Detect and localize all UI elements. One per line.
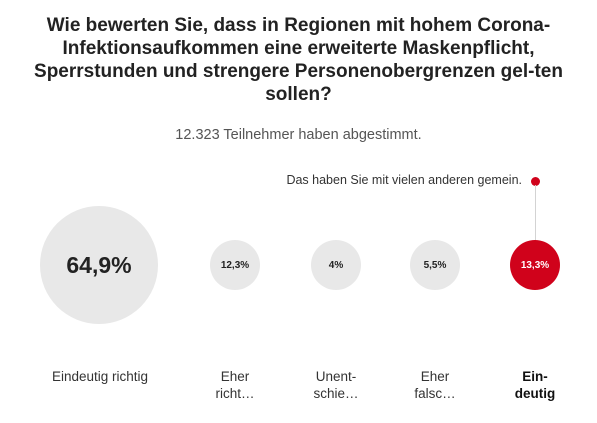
option-label-eindeutig-falsch[interactable]: Ein-deutig — [514, 369, 556, 401]
option-label-eher-falsch[interactable]: Eher falsc… — [414, 369, 456, 401]
option-label-eindeutig-richtig[interactable]: Eindeutig richtig — [51, 369, 149, 384]
result-bubble-eher-richtig: 12,3% — [210, 240, 260, 290]
result-bubble-eindeutig-falsch: 13,3% — [510, 240, 560, 290]
result-percent: 13,3% — [520, 259, 550, 271]
result-percent: 64,9% — [66, 251, 132, 278]
poll-question: Wie bewerten Sie, dass in Regionen mit h… — [34, 15, 563, 105]
result-bubble-eindeutig-richtig: 64,9% — [40, 206, 158, 324]
option-label-unentschieden[interactable]: Unent-schie… — [313, 369, 359, 401]
selection-annotation: Das haben Sie mit vielen anderen gemein. — [286, 173, 522, 187]
result-percent: 5,5% — [423, 259, 447, 271]
result-percent: 4% — [328, 259, 344, 271]
selection-marker-line — [535, 185, 536, 243]
result-bubble-unentschieden: 4% — [311, 240, 361, 290]
result-bubble-eher-falsch: 5,5% — [410, 240, 460, 290]
selection-marker-dot — [531, 177, 540, 186]
option-label-eher-richtig[interactable]: Eher richt… — [215, 369, 255, 401]
result-percent: 12,3% — [220, 259, 250, 271]
participant-count: 12.323 Teilnehmer haben abgestimmt. — [175, 127, 422, 143]
